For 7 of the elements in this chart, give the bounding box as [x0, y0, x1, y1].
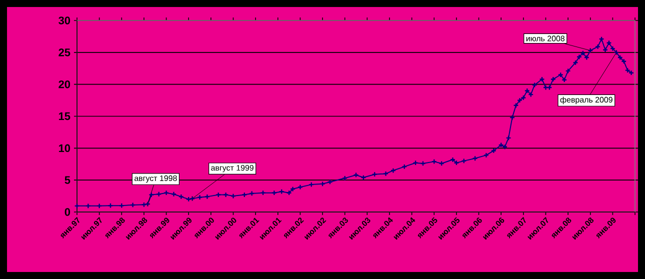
y-tick-label: 0 — [64, 208, 70, 216]
y-tick-label: 30 — [58, 16, 70, 24]
y-tick-label: 10 — [58, 144, 70, 152]
y-tick-label: 25 — [58, 48, 70, 56]
y-tick-label: 15 — [58, 112, 70, 120]
y-tick-label: 20 — [58, 80, 70, 88]
y-tick-label: 5 — [64, 176, 70, 184]
